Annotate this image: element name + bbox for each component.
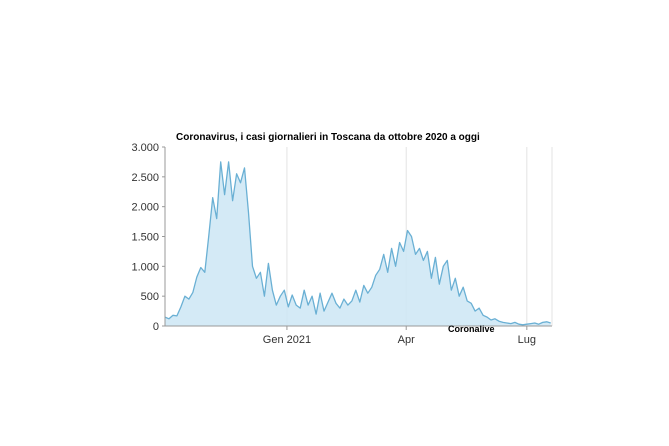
area-fill [165,161,551,326]
chart-title: Coronavirus, i casi giornalieri in Tosca… [176,132,480,143]
x-tick-label: Gen 2021 [263,334,311,346]
area-series [164,161,551,326]
y-tick-label: 0 [153,321,159,333]
y-tick-label: 3.000 [131,142,159,154]
series-line [164,161,551,326]
y-tick-label: 1.500 [131,232,159,244]
x-tick-label: Apr [398,334,415,346]
y-tick-label: 500 [141,291,159,303]
y-tick-label: 1.000 [131,261,159,273]
source-label: Coronalive [448,324,495,334]
axes: 0 500 1.000 1.500 2.000 2.500 3.000 Gen 2021 Apr… [131,142,552,346]
y-tick-label: 2.500 [131,172,159,184]
x-tick-label: Lug [518,334,536,346]
y-tick-label: 2.000 [131,202,159,214]
